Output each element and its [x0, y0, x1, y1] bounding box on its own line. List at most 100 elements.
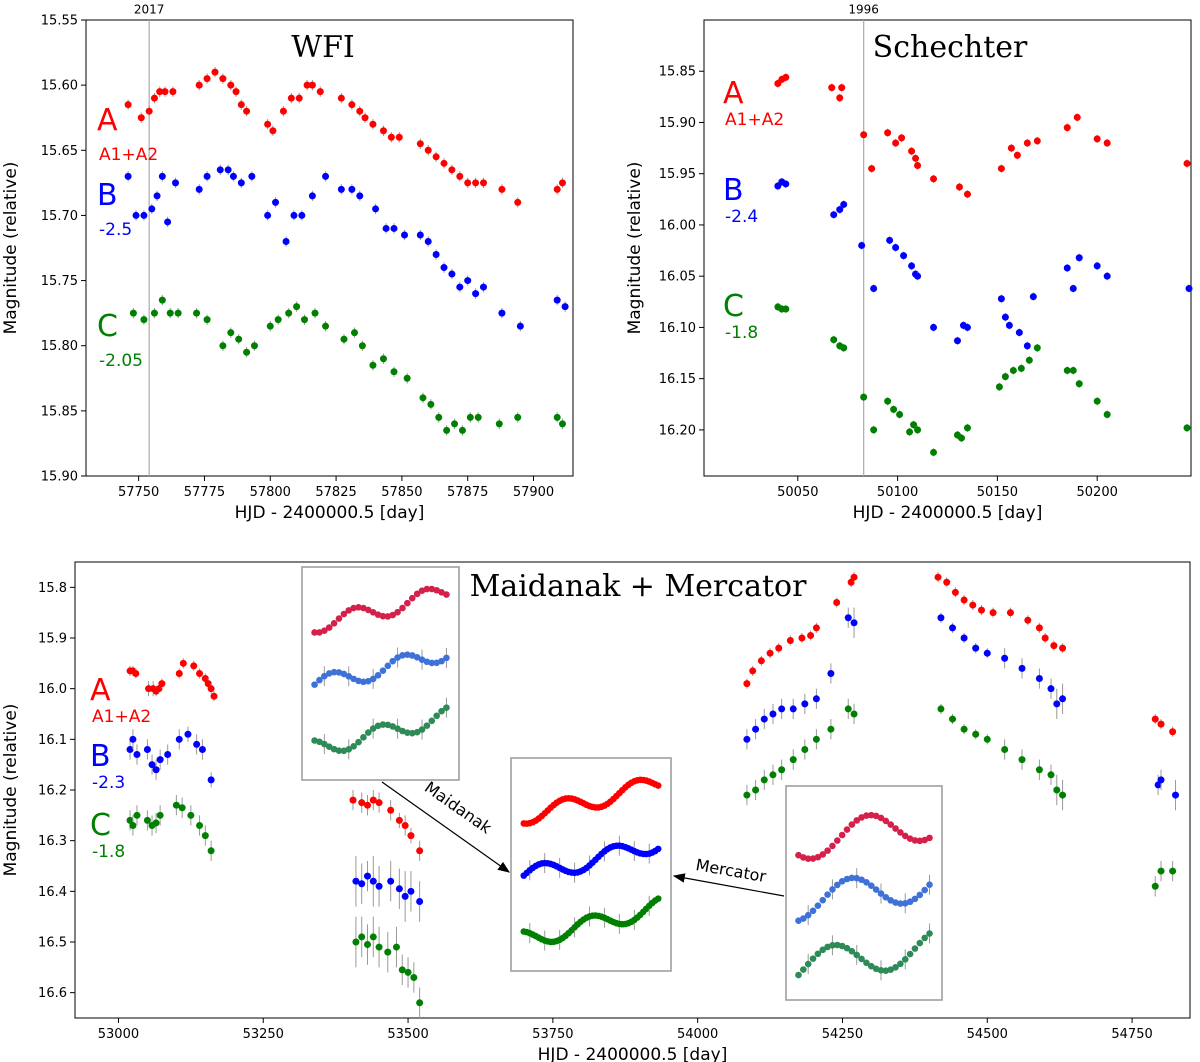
data-point [997, 295, 1005, 303]
data-point [207, 776, 215, 784]
data-point [401, 231, 409, 239]
inset-point [829, 886, 836, 893]
data-point [840, 200, 848, 208]
data-point [201, 832, 209, 840]
inset-point [394, 608, 401, 616]
inset-point [916, 837, 924, 845]
data-point [407, 832, 415, 840]
y-tick-label: 16.5 [38, 936, 67, 951]
data-point [351, 329, 359, 337]
inset-point [809, 907, 817, 915]
data-point [1103, 272, 1111, 280]
inset-point [863, 879, 870, 886]
data-point [1154, 781, 1162, 789]
data-point [838, 84, 846, 92]
inset-point [906, 950, 914, 958]
series-sublabel: -1.8 [725, 323, 758, 343]
inset-point [413, 728, 421, 736]
data-point [235, 335, 243, 343]
data-point [858, 241, 866, 249]
data-point [812, 695, 820, 703]
data-point [264, 211, 272, 219]
inset-point [360, 678, 367, 686]
series-sublabel: A1+A2 [92, 707, 151, 727]
data-point [1015, 329, 1023, 337]
inset-point [335, 747, 343, 754]
series-label: A [97, 103, 118, 138]
inset-point [892, 964, 899, 971]
y-axis-label: Magnitude (relative) [1, 162, 21, 335]
data-point [884, 129, 892, 137]
data-point [124, 172, 132, 180]
data-point [1093, 262, 1101, 270]
data-point [884, 397, 892, 405]
y-tick-label: 15.85 [659, 65, 696, 80]
x-tick-label: 53500 [387, 1027, 428, 1042]
data-point [514, 413, 522, 421]
data-point [427, 400, 435, 408]
inset-point [867, 962, 875, 970]
data-point [440, 264, 448, 272]
data-point [972, 644, 980, 652]
data-point [150, 309, 158, 317]
data-point [464, 277, 472, 285]
data-point [369, 933, 377, 941]
data-point [143, 816, 151, 824]
data-point [395, 885, 403, 893]
data-point [886, 236, 894, 244]
data-point [364, 801, 372, 809]
data-point [195, 81, 203, 89]
inset-point [325, 743, 333, 751]
series-B [774, 177, 1193, 350]
y-tick-label: 15.65 [41, 144, 78, 159]
x-tick-label: 50050 [777, 485, 818, 500]
data-point [1001, 313, 1009, 321]
x-tick-label: 50200 [1077, 485, 1118, 500]
series-label: A [723, 76, 744, 111]
inset-point [389, 657, 397, 665]
data-point [129, 735, 137, 743]
data-point [949, 624, 957, 632]
year-marker-label: 2017 [134, 3, 165, 17]
data-point [850, 710, 858, 718]
data-point [148, 205, 156, 213]
data-point [410, 973, 418, 981]
data-point [769, 771, 777, 779]
inset-point [345, 746, 353, 753]
data-point [172, 179, 180, 187]
data-point [836, 206, 844, 214]
data-point [989, 609, 997, 617]
data-point [983, 735, 991, 743]
series-sublabel: -2.05 [99, 351, 143, 371]
data-point [237, 179, 245, 187]
data-point [890, 405, 898, 413]
inset-point [364, 606, 372, 614]
data-point [384, 948, 392, 956]
data-point [375, 943, 383, 951]
series-sublabel: A1+A2 [99, 145, 158, 165]
inset-point [311, 629, 318, 636]
data-point [743, 735, 751, 743]
data-point [161, 88, 169, 96]
data-point [868, 165, 876, 173]
data-point [207, 685, 215, 693]
data-point [382, 224, 390, 232]
data-point [749, 667, 757, 675]
data-point [760, 715, 768, 723]
inset-point [804, 855, 812, 862]
inset-point [335, 615, 343, 622]
data-point [914, 272, 922, 280]
inset-point [325, 624, 333, 631]
inset-point [316, 676, 323, 684]
data-point [126, 816, 134, 824]
data-point [379, 355, 387, 363]
x-tick-label: 54750 [1111, 1027, 1152, 1042]
data-point [801, 745, 809, 753]
inset-point [800, 966, 807, 973]
inset-point [911, 837, 919, 844]
data-point [358, 880, 366, 888]
inset-point [350, 604, 357, 612]
chart-schechter: 50050 50100 50150 50200 15.85 15.90 15.95 16.00… [625, 3, 1193, 523]
data-point [158, 680, 166, 688]
y-tick-label: 16.0 [38, 682, 67, 697]
